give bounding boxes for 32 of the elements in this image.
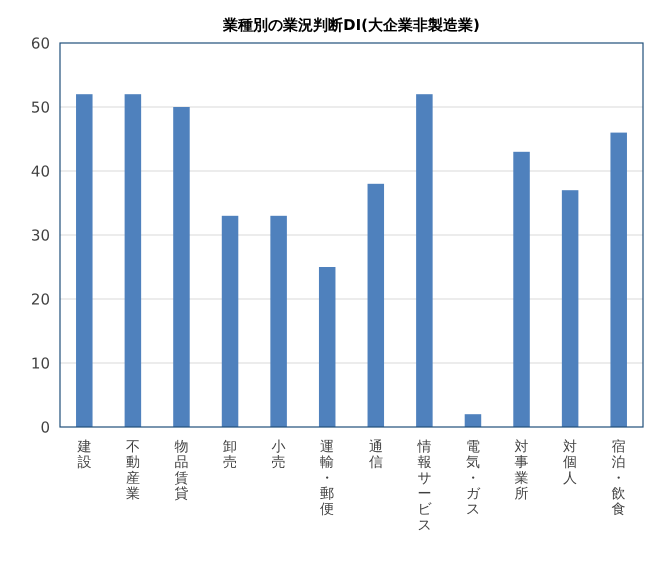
x-tick-label: 電気・ガス: [466, 439, 481, 518]
bar: [318, 267, 336, 427]
y-tick-label: 0: [40, 418, 50, 436]
x-tick-label: 不動産業: [126, 439, 140, 502]
y-tick-label: 50: [30, 98, 50, 116]
y-tick-label: 30: [30, 226, 50, 244]
x-tick-label: 情報サービス: [416, 439, 432, 534]
bar: [76, 94, 93, 427]
bar: [513, 152, 530, 427]
bar: [368, 184, 384, 427]
y-tick-label: 40: [30, 162, 50, 180]
bar: [173, 107, 190, 427]
chart-title: 業種別の業況判断DI(大企業非製造業): [222, 16, 480, 34]
bar: [610, 132, 627, 427]
bar: [222, 216, 238, 427]
x-tick-label: 対事業所: [514, 439, 529, 502]
x-tick-label: 物品賃貸: [174, 439, 188, 502]
bar: [124, 94, 142, 427]
bar: [464, 414, 482, 427]
x-tick-label: 小売: [272, 439, 286, 471]
y-tick-label: 20: [30, 290, 50, 308]
x-tick-label: 宿泊・飲食: [612, 439, 626, 518]
x-tick-label: 通信: [368, 439, 383, 471]
x-tick-label: 対個人: [563, 439, 578, 486]
x-tick-label: 建設: [76, 439, 92, 471]
bar: [562, 190, 578, 427]
bar: [416, 94, 433, 427]
y-tick-label: 60: [30, 34, 50, 52]
x-tick-label: 運輸・郵便: [320, 439, 334, 518]
x-tick-label: 卸売: [223, 439, 238, 471]
bar: [270, 216, 287, 427]
y-tick-label: 10: [30, 354, 50, 372]
